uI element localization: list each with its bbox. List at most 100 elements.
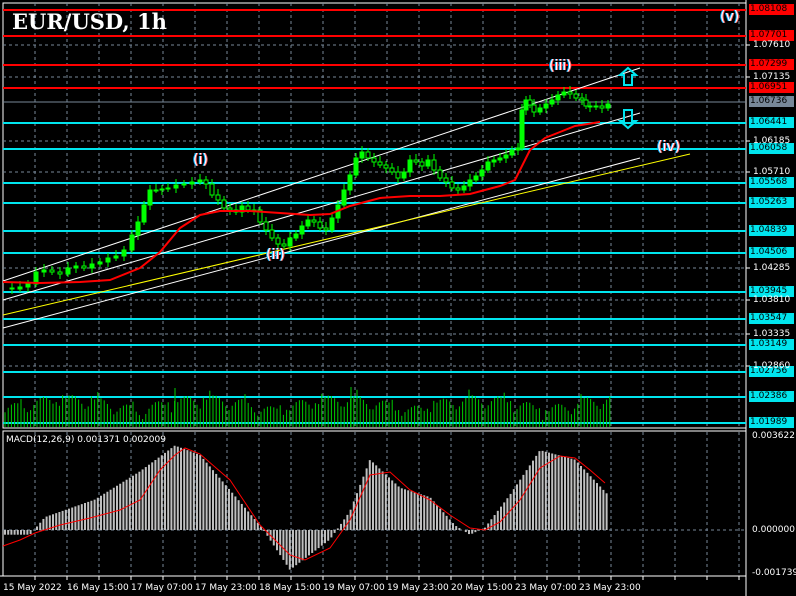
channel-middle-line bbox=[2, 112, 641, 301]
bullish-candle bbox=[341, 189, 347, 206]
bullish-candle bbox=[503, 154, 509, 159]
chart-title: EUR/USD, 1h bbox=[12, 9, 167, 34]
bullish-candle bbox=[293, 233, 299, 239]
price-axis-tick: 1.04285 bbox=[753, 263, 791, 273]
bullish-candle bbox=[515, 147, 521, 151]
bearish-candle bbox=[215, 194, 221, 201]
bearish-candle bbox=[81, 265, 87, 269]
bearish-candle bbox=[573, 93, 579, 99]
wave-label: (v) bbox=[720, 9, 740, 25]
bearish-candle bbox=[263, 221, 269, 231]
bullish-candle bbox=[473, 175, 479, 181]
bullish-candle bbox=[181, 183, 187, 186]
bearish-candle bbox=[395, 171, 401, 179]
yellow-trend-line bbox=[2, 153, 691, 316]
bearish-candle bbox=[443, 177, 449, 183]
price-tag-support: 1.03945 bbox=[749, 286, 794, 297]
bullish-candle bbox=[407, 159, 413, 173]
bullish-candle bbox=[173, 184, 179, 189]
bearish-candle bbox=[413, 159, 419, 163]
bullish-candle bbox=[467, 179, 473, 187]
time-axis-label: 17 May 07:00 bbox=[131, 583, 193, 593]
wave-label: (ii) bbox=[266, 247, 285, 263]
bullish-candle bbox=[461, 185, 467, 191]
bullish-candle bbox=[17, 286, 23, 290]
bullish-candle bbox=[113, 255, 119, 259]
time-axis-label: 20 May 15:00 bbox=[451, 583, 513, 593]
bullish-candle bbox=[121, 249, 127, 257]
time-axis-label: 18 May 15:00 bbox=[259, 583, 321, 593]
price-axis-tick: 1.06185 bbox=[753, 136, 791, 146]
bullish-candle bbox=[555, 94, 561, 101]
main-chart-frame bbox=[2, 2, 747, 429]
wave-label: (iii) bbox=[549, 58, 572, 74]
bearish-candle bbox=[227, 207, 233, 211]
bearish-candle bbox=[323, 227, 329, 231]
time-axis-label: 15 May 2022 bbox=[3, 583, 62, 593]
price-tag-resistance: 1.06951 bbox=[749, 82, 794, 93]
macd-scale-min: -0.001739 bbox=[752, 568, 796, 578]
bearish-candle bbox=[389, 167, 395, 173]
time-axis-label: 16 May 15:00 bbox=[67, 583, 129, 593]
bearish-candle bbox=[317, 221, 323, 229]
bullish-candle bbox=[549, 99, 555, 105]
macd-indicator-label: MACD(12,26,9) 0.001371 0.002009 bbox=[6, 435, 166, 445]
price-tag-current: 1.06736 bbox=[749, 96, 794, 107]
bearish-candle bbox=[437, 169, 443, 179]
price-tag-resistance: 1.07701 bbox=[749, 30, 794, 41]
bearish-candle bbox=[419, 161, 425, 167]
bullish-candle bbox=[89, 263, 95, 269]
bullish-candle bbox=[165, 187, 171, 190]
bearish-candle bbox=[377, 161, 383, 166]
bullish-candle bbox=[353, 157, 359, 176]
bearish-candle bbox=[371, 157, 377, 163]
bullish-candle bbox=[305, 219, 311, 227]
bullish-candle bbox=[33, 271, 39, 285]
bullish-candle bbox=[135, 221, 141, 236]
bullish-candle bbox=[537, 107, 543, 113]
bearish-candle bbox=[449, 181, 455, 189]
bullish-candle bbox=[25, 283, 31, 288]
bearish-candle bbox=[583, 99, 589, 107]
channel-lower-line bbox=[2, 157, 641, 329]
price-axis-tick: 1.03810 bbox=[753, 295, 791, 305]
price-axis-tick: 1.03335 bbox=[753, 329, 791, 339]
price-axis-tick: 1.02860 bbox=[753, 361, 791, 371]
price-tag-support: 1.04839 bbox=[749, 225, 794, 236]
bullish-candle bbox=[329, 217, 335, 231]
bullish-candle bbox=[497, 157, 503, 161]
price-axis-tick: 1.07135 bbox=[753, 72, 791, 82]
bearish-candle bbox=[531, 104, 537, 113]
bullish-candle bbox=[523, 99, 529, 111]
price-tag-resistance: 1.07299 bbox=[749, 59, 794, 70]
bearish-candle bbox=[269, 229, 275, 239]
bullish-candle bbox=[141, 204, 147, 223]
bearish-candle bbox=[599, 105, 605, 109]
bullish-candle bbox=[65, 267, 71, 275]
price-tag-support: 1.05568 bbox=[749, 177, 794, 188]
bearish-candle bbox=[281, 243, 287, 247]
bearish-candle bbox=[153, 189, 159, 192]
bearish-candle bbox=[527, 99, 533, 106]
time-axis-label: 19 May 07:00 bbox=[323, 583, 385, 593]
bullish-candle bbox=[41, 269, 47, 273]
price-axis-tick: 1.07610 bbox=[753, 40, 791, 50]
bearish-candle bbox=[209, 183, 215, 196]
bearish-candle bbox=[455, 187, 461, 191]
down-arrow-icon[interactable] bbox=[617, 109, 639, 130]
bullish-candle bbox=[593, 105, 599, 108]
price-axis-tick: 1.05710 bbox=[753, 167, 791, 177]
bullish-candle bbox=[129, 234, 135, 251]
bearish-candle bbox=[245, 205, 251, 211]
bearish-candle bbox=[579, 97, 585, 101]
time-axis-label: 17 May 23:00 bbox=[195, 583, 257, 593]
bearish-candle bbox=[365, 151, 371, 159]
bullish-candle bbox=[189, 181, 195, 185]
price-tag-support: 1.05263 bbox=[749, 197, 794, 208]
bearish-candle bbox=[9, 287, 15, 290]
up-arrow-icon[interactable] bbox=[617, 66, 639, 86]
bullish-candle bbox=[347, 174, 353, 191]
bullish-candle bbox=[519, 109, 525, 149]
